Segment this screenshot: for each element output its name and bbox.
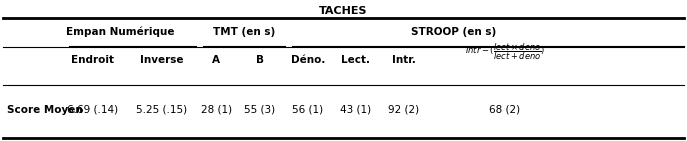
Text: Déno.: Déno. xyxy=(291,55,325,65)
Text: $Intr-(\dfrac{lect \times deno}{lect + deno})$: $Intr-(\dfrac{lect \times deno}{lect + d… xyxy=(465,41,545,62)
Text: Intr.: Intr. xyxy=(392,55,416,65)
Text: Lect.: Lect. xyxy=(341,55,370,65)
Text: TMT (en s): TMT (en s) xyxy=(213,27,275,37)
Text: Inverse: Inverse xyxy=(139,55,183,65)
Text: 5.25 (.15): 5.25 (.15) xyxy=(136,105,187,115)
Text: STROOP (en s): STROOP (en s) xyxy=(411,27,496,37)
Text: 56 (1): 56 (1) xyxy=(292,105,324,115)
Text: 43 (1): 43 (1) xyxy=(340,105,372,115)
Text: Endroit: Endroit xyxy=(71,55,114,65)
Text: TACHES: TACHES xyxy=(319,6,368,16)
Text: 55 (3): 55 (3) xyxy=(244,105,275,115)
Text: 68 (2): 68 (2) xyxy=(489,105,521,115)
Text: A: A xyxy=(212,55,221,65)
Text: Empan Numérique: Empan Numérique xyxy=(66,27,174,37)
Text: 6.69 (.14): 6.69 (.14) xyxy=(67,105,118,115)
Text: Score Moyen: Score Moyen xyxy=(7,105,82,115)
Text: 92 (2): 92 (2) xyxy=(388,105,420,115)
Text: 28 (1): 28 (1) xyxy=(201,105,232,115)
Text: B: B xyxy=(256,55,264,65)
